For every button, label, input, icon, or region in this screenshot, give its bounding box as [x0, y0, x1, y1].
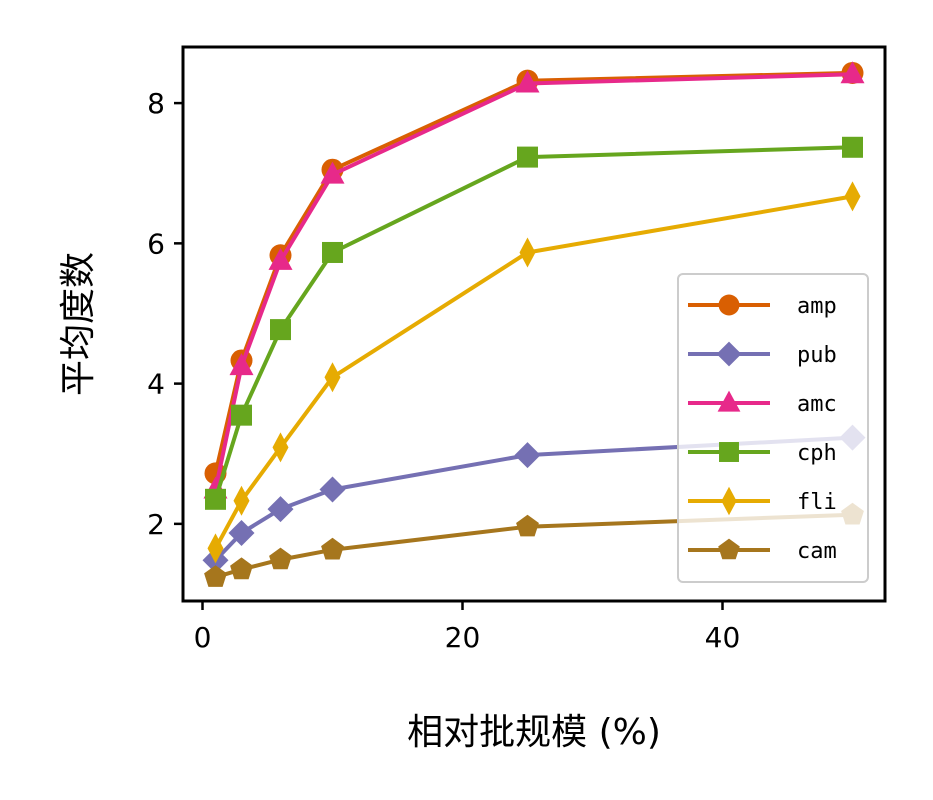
y-axis-title: 平均度数	[58, 252, 99, 396]
data-point-cph	[231, 404, 252, 426]
data-point-pub	[267, 496, 294, 523]
series-line-fli	[213, 194, 853, 550]
data-point-pub	[319, 476, 346, 503]
data-point-cam	[204, 565, 227, 587]
series-cph	[205, 136, 863, 510]
data-point-cam	[230, 557, 253, 580]
data-point-cph	[270, 319, 291, 341]
y-tick-label: 2	[147, 508, 165, 541]
legend-label: cph	[797, 441, 837, 466]
data-point-fli	[272, 432, 289, 463]
legend-label: amc	[797, 392, 837, 417]
data-point-fli	[233, 485, 250, 516]
legend-box	[677, 273, 869, 583]
series-line-amc	[213, 72, 853, 490]
data-point-fli	[207, 533, 224, 564]
legend-marker	[716, 341, 742, 367]
legend-marker	[719, 442, 739, 462]
data-point-amc	[320, 161, 345, 184]
data-point-cph	[205, 488, 226, 510]
data-point-fli	[519, 237, 536, 268]
x-axis-title: 相对批规模 (%)	[407, 712, 661, 753]
x-tick-label: 0	[194, 621, 212, 654]
data-point-amc	[515, 70, 540, 93]
legend-label: fli	[797, 490, 837, 515]
legend-item-cph: cph	[688, 441, 837, 466]
data-point-pub	[514, 442, 541, 469]
plot-area-frame	[181, 45, 887, 603]
y-axis-ticks: 2 4 6 8	[147, 87, 183, 541]
series-amc	[203, 61, 865, 499]
legend-item-fli: fli	[688, 486, 837, 516]
legend-marker	[721, 486, 737, 516]
data-point-amc	[229, 353, 254, 376]
y-tick-label: 4	[147, 368, 165, 401]
legend-marker	[718, 294, 740, 316]
legend-item-pub: pub	[688, 341, 837, 368]
series-layer	[202, 61, 866, 587]
data-point-cam	[269, 547, 292, 570]
legend-marker	[718, 538, 740, 560]
legend-label: amp	[797, 294, 837, 319]
data-point-amc	[840, 61, 865, 84]
x-tick-label: 20	[445, 621, 481, 654]
data-point-cph	[842, 136, 863, 158]
legend-label: cam	[797, 539, 837, 564]
data-point-amc	[268, 247, 293, 270]
x-axis-ticks: 0 20 40	[194, 601, 741, 654]
legend-marker	[717, 390, 741, 412]
series-line-cph	[213, 145, 853, 500]
legend-item-amp: amp	[688, 294, 837, 319]
y-tick-label: 8	[147, 87, 165, 120]
legend-label: pub	[797, 343, 837, 368]
y-tick-label: 6	[147, 227, 165, 260]
x-tick-label: 40	[705, 621, 741, 654]
legend-item-amc: amc	[688, 390, 837, 417]
legend: amp pub amc cph fli cam	[677, 273, 869, 583]
data-point-cam	[516, 514, 539, 537]
data-point-cph	[517, 146, 538, 168]
legend-item-cam: cam	[688, 538, 837, 564]
data-point-fli	[324, 362, 341, 393]
data-point-pub	[228, 520, 255, 546]
data-point-cam	[321, 537, 344, 560]
data-point-fli	[844, 181, 861, 212]
data-point-cph	[322, 241, 343, 263]
series-fli	[207, 181, 861, 564]
